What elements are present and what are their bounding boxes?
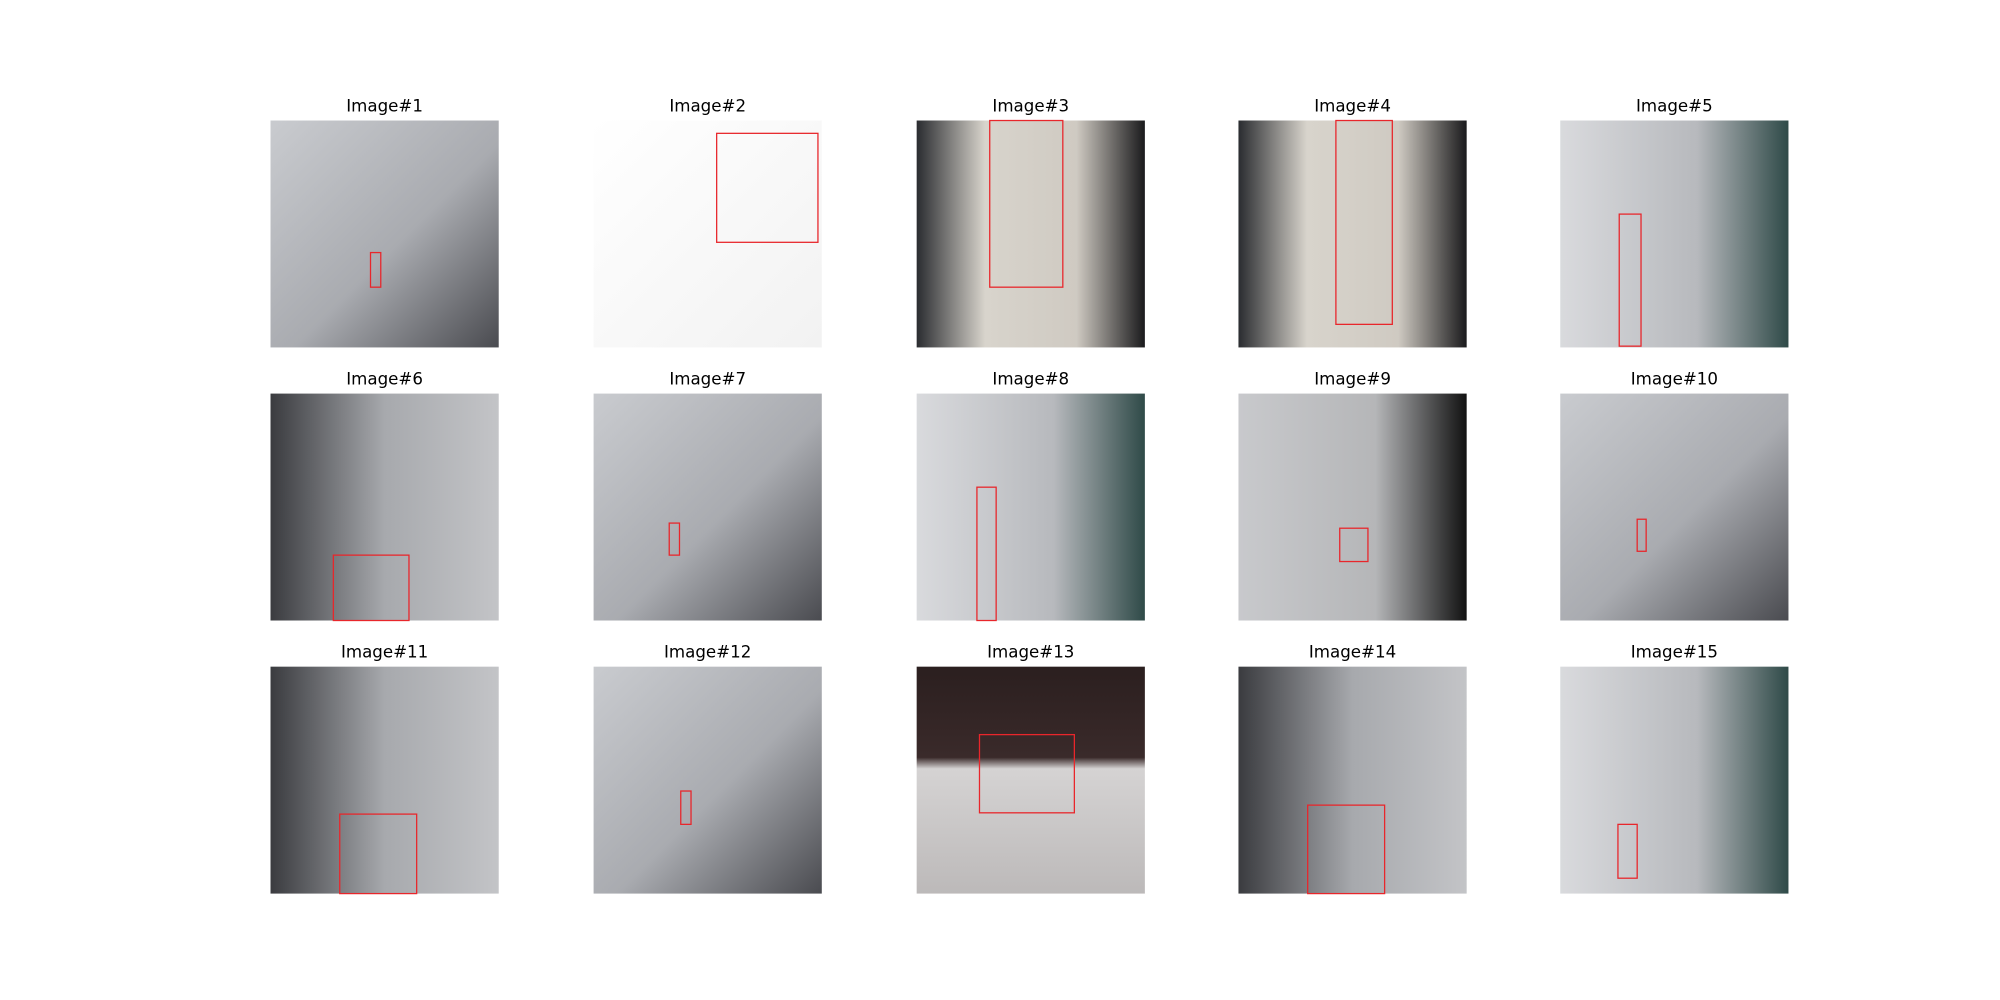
bounding-box bbox=[1335, 119, 1393, 325]
bounding-box bbox=[1339, 527, 1369, 563]
panel-title: Image#3 bbox=[992, 97, 1069, 116]
bounding-box bbox=[1636, 518, 1647, 552]
panel-title: Image#15 bbox=[1631, 643, 1718, 662]
panel-title: Image#5 bbox=[1636, 97, 1713, 116]
image bbox=[270, 393, 499, 621]
panel-title: Image#10 bbox=[1631, 370, 1718, 389]
image bbox=[270, 120, 499, 348]
panel-title: Image#12 bbox=[664, 643, 751, 662]
image bbox=[1560, 666, 1789, 894]
panel-title: Image#9 bbox=[1314, 370, 1391, 389]
image bbox=[1238, 666, 1467, 894]
bounding-box bbox=[369, 251, 382, 288]
image bbox=[916, 393, 1145, 621]
image bbox=[1560, 393, 1789, 621]
panel-title: Image#14 bbox=[1309, 643, 1396, 662]
bounding-box bbox=[668, 522, 681, 556]
image bbox=[593, 666, 822, 894]
bounding-box bbox=[332, 554, 410, 622]
panel-title: Image#7 bbox=[669, 370, 746, 389]
image bbox=[1560, 120, 1789, 348]
bounding-box bbox=[339, 813, 418, 895]
bounding-box bbox=[1617, 823, 1638, 879]
panel-title: Image#4 bbox=[1314, 97, 1391, 116]
panel-title: Image#8 bbox=[992, 370, 1069, 389]
image bbox=[270, 666, 499, 894]
panel-title: Image#6 bbox=[346, 370, 423, 389]
panel-title: Image#2 bbox=[669, 97, 746, 116]
bounding-box bbox=[1307, 804, 1386, 895]
image bbox=[916, 666, 1145, 894]
image bbox=[1238, 120, 1467, 348]
image bbox=[593, 120, 822, 348]
bounding-box bbox=[989, 119, 1064, 288]
image bbox=[593, 393, 822, 621]
bounding-box bbox=[1618, 213, 1642, 347]
image bbox=[916, 120, 1145, 348]
bounding-box bbox=[680, 790, 692, 825]
image bbox=[1238, 393, 1467, 621]
bounding-box bbox=[716, 132, 819, 243]
bounding-box bbox=[978, 733, 1075, 814]
panel-title: Image#1 bbox=[346, 97, 423, 116]
bounding-box bbox=[976, 486, 997, 622]
panel-title: Image#11 bbox=[341, 643, 428, 662]
panel-title: Image#13 bbox=[987, 643, 1074, 662]
